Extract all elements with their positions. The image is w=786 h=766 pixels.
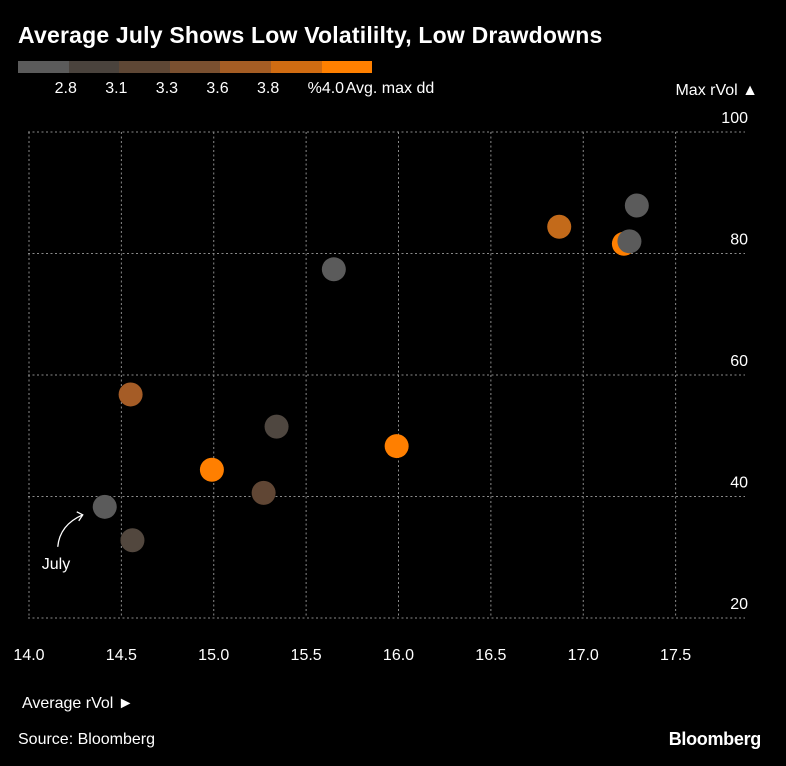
y-tick-label: 20: [730, 596, 748, 613]
legend-swatch: [220, 61, 271, 73]
data-point: [120, 528, 145, 553]
annotation-arrow: [57, 514, 84, 547]
x-tick-label: 16.0: [383, 647, 414, 664]
annotation-label: July: [42, 556, 70, 573]
annotation-arrowhead: [76, 511, 84, 522]
legend-swatch: [18, 61, 69, 73]
source-note: Source: Bloomberg: [18, 731, 155, 748]
x-tick-label: 16.5: [475, 647, 506, 664]
data-point: [624, 193, 649, 218]
data-point: [264, 414, 289, 439]
x-tick-label: 14.5: [106, 647, 137, 664]
legend-tick-label: 3.8: [257, 80, 280, 97]
data-point: [199, 457, 224, 482]
legend-tick-label: %4.0: [307, 80, 345, 97]
y-tick-label: 60: [730, 353, 748, 370]
data-point: [118, 382, 143, 407]
x-tick-label: 17.5: [660, 647, 691, 664]
x-tick-label: 15.5: [291, 647, 322, 664]
x-tick-label: 17.0: [568, 647, 599, 664]
data-point: [617, 229, 642, 254]
x-tick-label: 14.0: [13, 647, 44, 664]
scatter-plot: 20 40 60 80 100 14.0 14.5 15.0 15.5 16.0 16.5 17.0 1…: [13, 110, 748, 664]
data-point: [251, 480, 276, 505]
data-point: [384, 434, 409, 459]
y-tick-label: 100: [721, 110, 748, 127]
legend-tick-label: 3.3: [155, 80, 179, 97]
legend-title: Avg. max dd: [345, 80, 435, 97]
y-tick-label: 40: [730, 475, 748, 492]
legend-swatch: [321, 61, 373, 73]
x-axis-title: Average rVol ►: [22, 695, 134, 712]
legend-swatch: [270, 61, 322, 73]
y-tick-label: 80: [730, 232, 748, 249]
color-legend-bar: [18, 61, 373, 73]
legend-swatch: [119, 61, 170, 73]
data-point: [547, 214, 572, 239]
legend-swatch: [68, 61, 120, 73]
legend-tick-label: 3.6: [206, 80, 229, 97]
data-point: [321, 257, 346, 282]
chart-title: Average July Shows Low Volatililty, Low …: [18, 22, 603, 48]
y-axis-title: Max rVol ▲: [675, 82, 758, 99]
bloomberg-logo: Bloomberg: [668, 729, 762, 749]
legend-tick-label: 3.1: [105, 80, 128, 97]
legend-tick-label: 2.8: [54, 80, 77, 97]
data-point: [92, 494, 117, 519]
x-tick-label: 15.0: [198, 647, 229, 664]
legend-swatch: [169, 61, 221, 73]
